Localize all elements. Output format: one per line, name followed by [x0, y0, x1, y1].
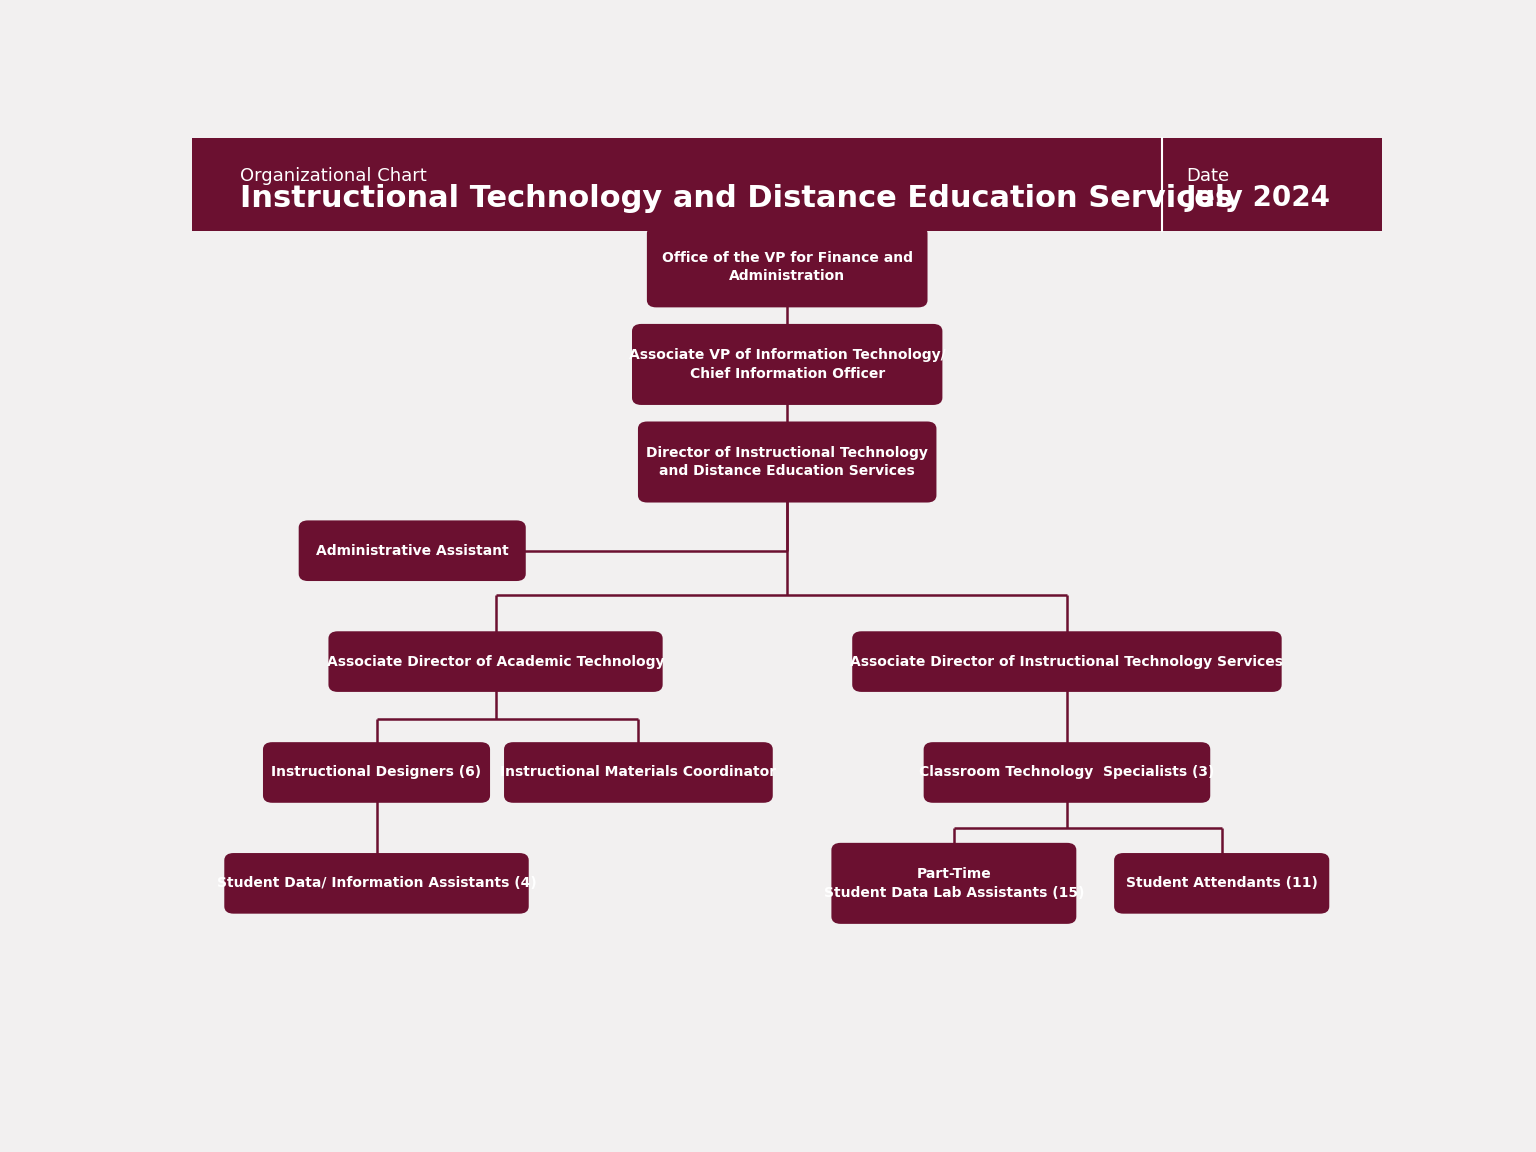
FancyBboxPatch shape	[330, 632, 662, 691]
FancyBboxPatch shape	[192, 138, 1382, 232]
FancyBboxPatch shape	[854, 632, 1281, 691]
Text: July 2024: July 2024	[1186, 184, 1332, 212]
Text: Associate Director of Academic Technology: Associate Director of Academic Technolog…	[327, 654, 664, 668]
Text: Student Data/ Information Assistants (4): Student Data/ Information Assistants (4)	[217, 877, 536, 890]
Text: Associate VP of Information Technology/
Chief Information Officer: Associate VP of Information Technology/ …	[628, 348, 946, 380]
Text: Associate Director of Instructional Technology Services: Associate Director of Instructional Tech…	[851, 654, 1284, 668]
Text: Instructional Materials Coordinator: Instructional Materials Coordinator	[501, 765, 777, 780]
FancyBboxPatch shape	[226, 854, 528, 912]
FancyBboxPatch shape	[925, 743, 1209, 802]
Text: Instructional Technology and Distance Education Services: Instructional Technology and Distance Ed…	[240, 184, 1233, 213]
FancyBboxPatch shape	[648, 227, 926, 306]
FancyBboxPatch shape	[633, 325, 942, 404]
FancyBboxPatch shape	[1115, 854, 1329, 912]
Text: Classroom Technology  Specialists (3): Classroom Technology Specialists (3)	[919, 765, 1215, 780]
FancyBboxPatch shape	[300, 522, 525, 579]
FancyBboxPatch shape	[264, 743, 488, 802]
FancyBboxPatch shape	[505, 743, 771, 802]
Text: Organizational Chart: Organizational Chart	[240, 167, 427, 184]
Text: Administrative Assistant: Administrative Assistant	[316, 544, 508, 558]
FancyBboxPatch shape	[833, 844, 1075, 923]
Text: Student Attendants (11): Student Attendants (11)	[1126, 877, 1318, 890]
Text: Date: Date	[1186, 167, 1229, 184]
FancyBboxPatch shape	[639, 423, 935, 501]
Text: Instructional Designers (6): Instructional Designers (6)	[272, 765, 482, 780]
Text: Part-Time
Student Data Lab Assistants (15): Part-Time Student Data Lab Assistants (1…	[823, 867, 1084, 900]
Text: Office of the VP for Finance and
Administration: Office of the VP for Finance and Adminis…	[662, 251, 912, 283]
Text: Director of Instructional Technology
and Distance Education Services: Director of Instructional Technology and…	[647, 446, 928, 478]
